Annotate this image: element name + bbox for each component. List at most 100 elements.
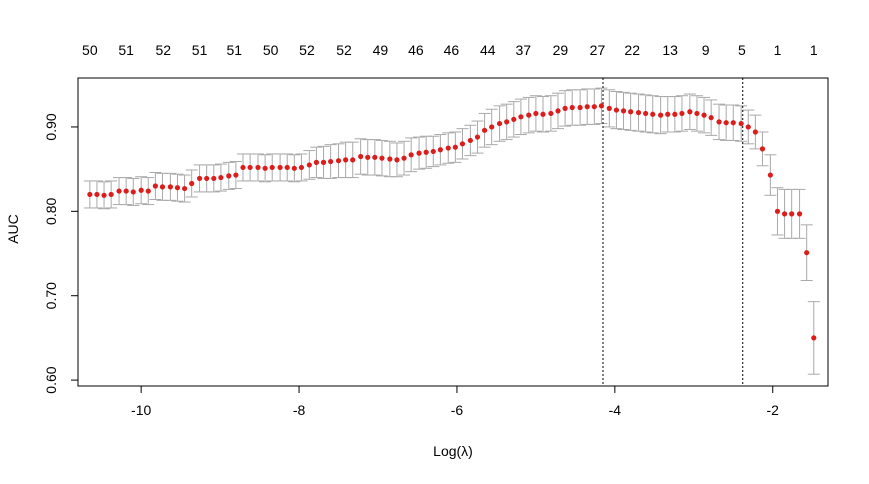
- top-axis-label: 52: [336, 42, 352, 58]
- data-point: [358, 153, 364, 160]
- data-point: [598, 103, 605, 109]
- data-point: [658, 112, 664, 118]
- top-axis-label: 51: [227, 42, 243, 58]
- data-point: [650, 111, 656, 117]
- data-point: [518, 114, 524, 120]
- top-axis-label: 50: [263, 42, 279, 58]
- data-point: [459, 141, 466, 147]
- data-point: [694, 110, 700, 117]
- x-axis-ticks: -10 -8 -6 -4 -2: [131, 386, 779, 418]
- data-point: [328, 158, 334, 165]
- y-tick-label: 0.70: [43, 282, 59, 309]
- data-point: [481, 127, 488, 133]
- top-axis-label: 46: [444, 42, 460, 58]
- data-point: [474, 134, 481, 140]
- data-point: [130, 189, 136, 195]
- data-point: [643, 110, 649, 117]
- x-tick-label: -6: [451, 402, 464, 418]
- data-point: [496, 120, 503, 127]
- x-tick-label: -2: [767, 402, 780, 418]
- data-point: [796, 211, 803, 217]
- data-point: [467, 137, 473, 144]
- data-point: [759, 146, 766, 152]
- data-point: [716, 119, 722, 125]
- y-tick-label: 0.80: [43, 197, 59, 224]
- data-point: [526, 112, 532, 118]
- data-point: [504, 119, 510, 125]
- data-point: [613, 107, 620, 113]
- data-point: [687, 109, 693, 115]
- data-point: [635, 109, 642, 116]
- top-axis-label: 29: [553, 42, 569, 58]
- top-axis-label: 49: [373, 42, 389, 58]
- data-point: [108, 191, 114, 198]
- data-point: [569, 104, 575, 111]
- data-point: [489, 124, 495, 130]
- data-point: [145, 188, 151, 194]
- data-point: [284, 164, 290, 171]
- data-point: [752, 129, 758, 135]
- top-axis-label: 27: [590, 42, 606, 58]
- data-point: [343, 157, 349, 163]
- top-axis-label: 52: [155, 42, 171, 58]
- data-point: [562, 105, 568, 111]
- data-point: [738, 120, 744, 127]
- top-axis-label: 44: [480, 42, 496, 58]
- data-point: [167, 184, 173, 190]
- top-axis-label: 1: [774, 42, 782, 58]
- top-axis-label: 13: [662, 42, 678, 58]
- data-point: [240, 164, 246, 171]
- data-point: [437, 147, 443, 153]
- data-point: [123, 188, 129, 194]
- data-point: [262, 165, 268, 171]
- data-point: [745, 124, 751, 130]
- data-point: [372, 154, 378, 160]
- top-axis-labels: 50 51 52 51 51 50 52 52 49 46 46 44 37 29 27 22 13 9 5 1 1: [82, 42, 818, 58]
- data-point: [196, 175, 203, 182]
- data-point: [204, 175, 210, 182]
- x-tick-label: -4: [609, 402, 622, 418]
- data-point: [540, 111, 546, 117]
- data-point: [379, 155, 385, 161]
- data-point: [606, 105, 612, 111]
- data-point: [723, 120, 729, 126]
- data-point: [672, 111, 678, 117]
- data-point: [138, 187, 144, 193]
- top-axis-label: 50: [82, 42, 98, 58]
- data-point: [416, 150, 422, 156]
- top-axis-label: 9: [702, 42, 710, 58]
- data-point: [679, 110, 685, 117]
- data-point: [430, 148, 436, 155]
- data-point: [291, 165, 297, 171]
- data-point: [306, 162, 312, 168]
- data-point: [87, 191, 93, 198]
- data-point: [620, 108, 627, 114]
- data-point: [584, 104, 590, 110]
- data-point: [350, 157, 356, 163]
- data-point: [548, 110, 554, 117]
- x-tick-label: -8: [293, 402, 306, 418]
- data-point: [408, 152, 414, 158]
- data-point: [269, 164, 275, 171]
- top-axis-label: 51: [118, 42, 134, 58]
- top-axis-label: 52: [299, 42, 315, 58]
- data-point: [255, 164, 261, 171]
- data-point: [577, 104, 583, 111]
- data-point: [211, 175, 217, 182]
- data-point: [394, 157, 400, 163]
- data-point: [174, 185, 181, 191]
- top-axis-label: 46: [408, 42, 424, 58]
- data-point: [781, 211, 788, 217]
- y-axis-title: AUC: [5, 214, 21, 244]
- top-axis-label: 22: [624, 42, 640, 58]
- data-point: [445, 145, 451, 151]
- data-point: [159, 184, 166, 190]
- y-tick-label: 0.90: [43, 113, 59, 140]
- data-point: [511, 116, 517, 122]
- data-point: [298, 164, 305, 171]
- data-point: [181, 185, 188, 192]
- data-point: [452, 144, 458, 150]
- data-point: [247, 164, 253, 171]
- data-point: [226, 173, 232, 179]
